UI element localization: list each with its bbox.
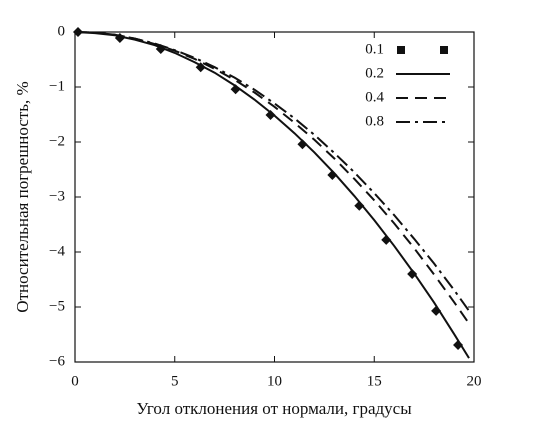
legend-label: 0.4 [365, 89, 384, 105]
marker [297, 139, 308, 150]
y-tick-label: −1 [49, 78, 65, 94]
y-tick-label: −6 [49, 353, 65, 369]
y-axis-label: Относительная погрешность, % [13, 81, 32, 312]
x-axis-label: Угол отклонения от нормали, градусы [136, 399, 412, 418]
series-line [74, 31, 470, 359]
legend-label: 0.2 [365, 65, 384, 81]
x-tick-label: 15 [367, 373, 382, 389]
plot-frame [74, 31, 475, 363]
y-tick-label: −5 [49, 298, 65, 314]
x-tick-label: 20 [467, 373, 482, 389]
legend-marker [397, 46, 405, 54]
x-tick-label: 0 [71, 373, 79, 389]
y-tick-label: −4 [49, 243, 65, 259]
y-tick-label: −3 [49, 188, 65, 204]
legend-marker [440, 46, 448, 54]
y-tick-label: −2 [49, 133, 65, 149]
marker [407, 269, 418, 279]
series-line [74, 31, 470, 312]
x-tick-label: 5 [171, 373, 179, 389]
series-line [74, 31, 470, 325]
legend-label: 0.1 [365, 41, 384, 57]
marker [265, 110, 276, 121]
marker [195, 62, 206, 73]
marker [354, 200, 365, 211]
marker [453, 339, 464, 350]
legend-label: 0.8 [365, 113, 384, 129]
y-tick-label: 0 [58, 23, 66, 39]
x-tick-label: 10 [267, 373, 282, 389]
